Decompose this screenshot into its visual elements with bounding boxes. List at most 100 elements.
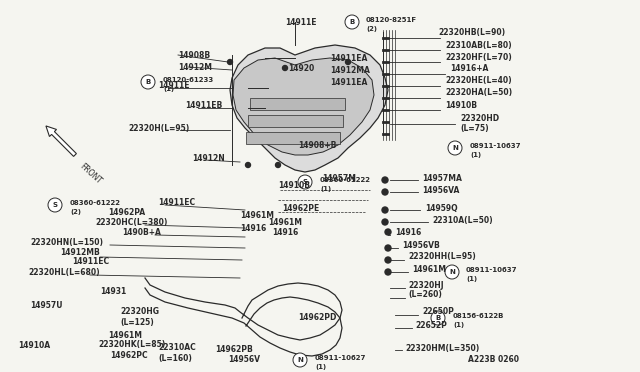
Text: 14912MA: 14912MA [330,65,370,74]
Text: S: S [303,179,307,185]
Text: 22320HA(L=50): 22320HA(L=50) [445,87,512,96]
Text: A223B 0260: A223B 0260 [468,356,519,365]
Circle shape [48,198,62,212]
Circle shape [275,163,280,167]
Text: FRONT: FRONT [78,162,103,186]
Polygon shape [250,98,345,110]
Text: 22320HM(L=350): 22320HM(L=350) [405,343,479,353]
Text: (2): (2) [366,26,377,32]
Text: (L=125): (L=125) [120,317,154,327]
Text: 22320HN(L=150): 22320HN(L=150) [30,237,103,247]
Text: 14911EC: 14911EC [158,198,195,206]
Text: 14961M: 14961M [240,211,274,219]
Text: (2): (2) [70,209,81,215]
Text: B: B [435,315,440,321]
Text: 22320HC(L=380): 22320HC(L=380) [95,218,168,227]
Text: (1): (1) [315,364,326,370]
Polygon shape [233,58,374,155]
Text: (1): (1) [163,86,174,92]
Text: (L=160): (L=160) [158,353,192,362]
Text: 1490B+A: 1490B+A [122,228,161,237]
Circle shape [382,219,388,225]
Text: 22650P: 22650P [422,308,454,317]
Circle shape [246,163,250,167]
Text: 08120-8251F: 08120-8251F [366,17,417,23]
Text: 22320HD: 22320HD [460,113,499,122]
Text: 14908+B: 14908+B [298,141,337,150]
Text: 14962PC: 14962PC [110,350,148,359]
Text: 22310AB(L=80): 22310AB(L=80) [445,41,511,49]
Text: 22320H(L=95): 22320H(L=95) [128,124,189,132]
Text: 14957MA: 14957MA [422,173,462,183]
Text: 08911-10637: 08911-10637 [470,143,522,149]
Text: 14957M: 14957M [322,173,356,183]
Text: 14956VB: 14956VB [402,241,440,250]
Text: N: N [449,269,455,275]
Text: 22310AC: 22310AC [158,343,196,353]
Text: 22320HG: 22320HG [120,308,159,317]
Text: 14931: 14931 [100,288,126,296]
Text: 14956V: 14956V [228,356,260,365]
Circle shape [346,60,351,64]
Polygon shape [248,115,343,127]
Text: 22320HH(L=95): 22320HH(L=95) [408,253,476,262]
Circle shape [382,189,388,195]
Text: 14962PB: 14962PB [215,346,253,355]
Circle shape [445,265,459,279]
Text: 22320HE(L=40): 22320HE(L=40) [445,76,511,84]
Text: 14908B: 14908B [178,51,210,60]
Text: 14910A: 14910A [18,340,50,350]
Circle shape [385,269,391,275]
Text: 14916: 14916 [240,224,266,232]
Text: 14962PA: 14962PA [108,208,145,217]
Text: (L=75): (L=75) [460,124,488,132]
Text: 08156-6122B: 08156-6122B [453,313,504,319]
Text: 14911E: 14911E [158,80,189,90]
Text: 14912M: 14912M [178,62,212,71]
Text: (1): (1) [320,186,331,192]
Text: 14910B: 14910B [445,100,477,109]
Circle shape [141,75,155,89]
Text: 14912MB: 14912MB [60,247,100,257]
Text: 22310A(L=50): 22310A(L=50) [432,215,493,224]
Circle shape [382,177,388,183]
Text: (1): (1) [466,276,477,282]
Text: N: N [452,145,458,151]
Text: 14962PE: 14962PE [282,203,319,212]
Polygon shape [230,45,388,172]
Text: 08360-61222: 08360-61222 [70,200,121,206]
Circle shape [293,353,307,367]
Text: 14957U: 14957U [30,301,63,310]
Text: 14916: 14916 [272,228,298,237]
Text: B: B [145,79,150,85]
Text: 14916: 14916 [395,228,421,237]
Text: 08120-61233: 08120-61233 [163,77,214,83]
Text: 14956VA: 14956VA [422,186,460,195]
Text: 14961M: 14961M [108,330,142,340]
Text: 14962PD: 14962PD [298,314,337,323]
Circle shape [298,175,312,189]
FancyArrow shape [46,126,76,156]
Text: (1): (1) [453,322,464,328]
Text: 14916+A: 14916+A [450,64,488,73]
Text: 22320HK(L=85): 22320HK(L=85) [98,340,165,350]
Circle shape [431,311,445,325]
Circle shape [382,207,388,213]
Circle shape [385,245,391,251]
Text: 22652P: 22652P [415,321,447,330]
Text: 14911EA: 14911EA [330,54,367,62]
Circle shape [448,141,462,155]
Circle shape [282,65,287,71]
Text: B: B [349,19,355,25]
Text: 14910B: 14910B [278,180,310,189]
Circle shape [345,15,359,29]
Text: 22320HF(L=70): 22320HF(L=70) [445,52,512,61]
Text: 22320HL(L=680): 22320HL(L=680) [28,267,100,276]
Text: S: S [52,202,58,208]
Circle shape [227,60,232,64]
Text: 14911EB: 14911EB [185,100,222,109]
Text: 22320HB(L=90): 22320HB(L=90) [438,28,505,36]
Text: 22320HJ: 22320HJ [408,280,444,289]
Text: 14912N: 14912N [192,154,225,163]
Circle shape [385,257,391,263]
